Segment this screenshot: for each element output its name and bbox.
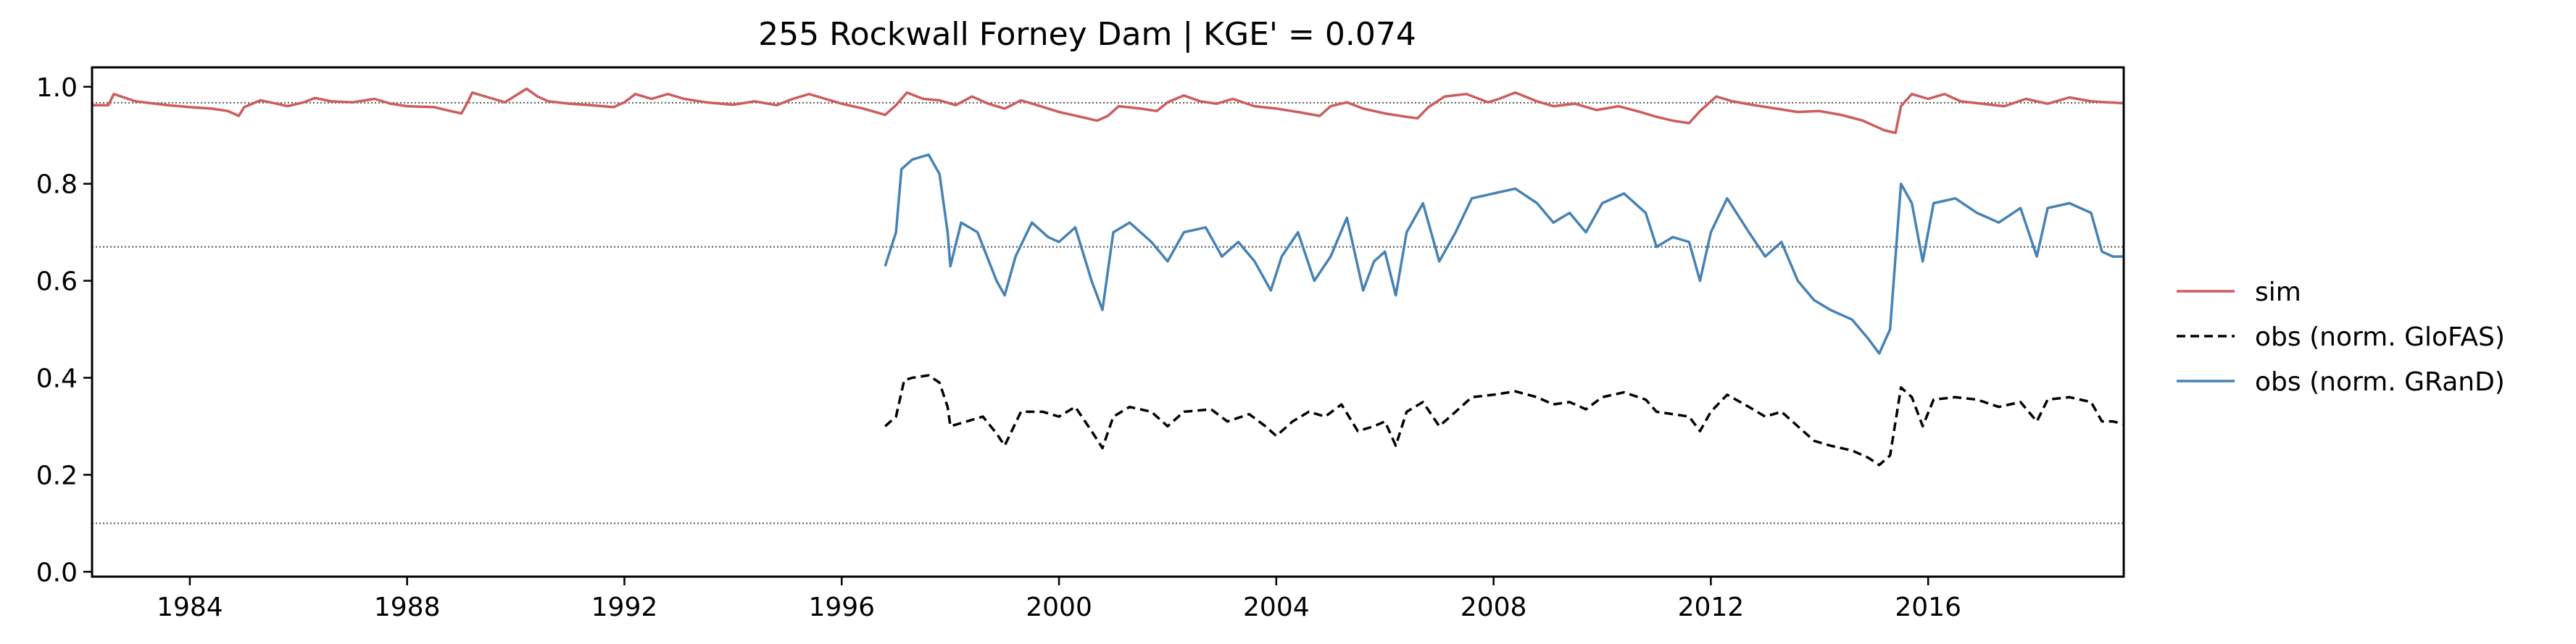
plot-frame	[91, 66, 2125, 578]
x-tick-label-8: 2016	[1895, 593, 1961, 622]
x-tick-label-7: 2012	[1678, 593, 1745, 622]
x-tick-label-0: 1984	[157, 593, 223, 622]
chart-title: 255 Rockwall Forney Dam | KGE' = 0.074	[758, 16, 1416, 53]
series-line-0	[92, 87, 2124, 135]
legend-label-0: sim	[2255, 277, 2301, 307]
y-tick-label-1: 0.2	[36, 461, 78, 490]
y-tick-label-5: 1.0	[36, 73, 78, 103]
y-tick-label-2: 0.4	[36, 364, 78, 393]
reference-lines	[92, 101, 2124, 524]
x-tick-label-4: 2000	[1026, 593, 1092, 622]
legend: sim obs (norm. GloFAS) obs (norm. GRanD)	[2177, 277, 2505, 397]
series-line-2	[884, 153, 2124, 355]
x-tick-label-5: 2004	[1243, 593, 1310, 622]
x-axis: 1984 1988 1992 1996 2000 2004 2008 2012 2016	[157, 577, 1961, 622]
legend-label-2: obs (norm. GRanD)	[2255, 367, 2505, 397]
y-tick-label-4: 0.8	[36, 170, 78, 200]
plot-area	[92, 87, 2124, 467]
x-tick-label-3: 1996	[808, 593, 875, 622]
x-tick-label-1: 1988	[374, 593, 441, 622]
y-axis: 0.0 0.2 0.4 0.6 0.8 1.0	[36, 73, 92, 587]
x-tick-label-6: 2008	[1461, 593, 1527, 622]
x-tick-label-2: 1992	[591, 593, 658, 622]
y-tick-label-0: 0.0	[36, 558, 78, 587]
legend-label-1: obs (norm. GloFAS)	[2255, 322, 2505, 352]
y-tick-label-3: 0.6	[36, 267, 78, 297]
